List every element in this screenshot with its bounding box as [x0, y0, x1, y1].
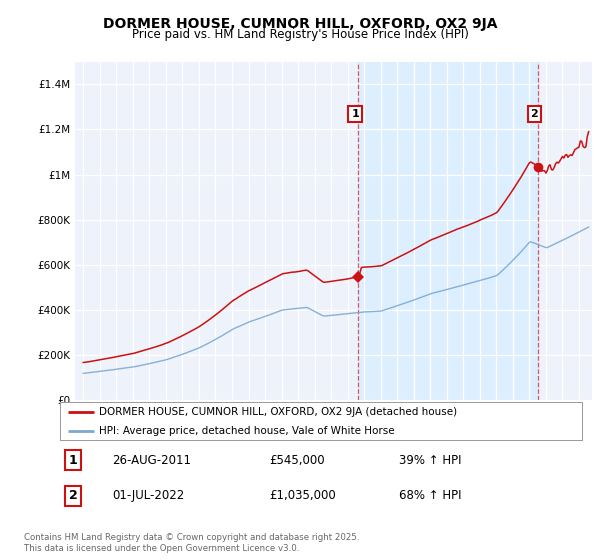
Text: Price paid vs. HM Land Registry's House Price Index (HPI): Price paid vs. HM Land Registry's House … — [131, 28, 469, 41]
Text: 2: 2 — [530, 109, 538, 119]
Text: 1: 1 — [68, 454, 77, 467]
Text: £1,035,000: £1,035,000 — [269, 489, 335, 502]
Text: DORMER HOUSE, CUMNOR HILL, OXFORD, OX2 9JA (detached house): DORMER HOUSE, CUMNOR HILL, OXFORD, OX2 9… — [99, 407, 457, 417]
Text: DORMER HOUSE, CUMNOR HILL, OXFORD, OX2 9JA: DORMER HOUSE, CUMNOR HILL, OXFORD, OX2 9… — [103, 17, 497, 31]
Text: HPI: Average price, detached house, Vale of White Horse: HPI: Average price, detached house, Vale… — [99, 426, 395, 436]
Text: 39% ↑ HPI: 39% ↑ HPI — [400, 454, 462, 467]
Text: 01-JUL-2022: 01-JUL-2022 — [112, 489, 184, 502]
Text: 1: 1 — [351, 109, 359, 119]
Text: 26-AUG-2011: 26-AUG-2011 — [112, 454, 191, 467]
Text: 2: 2 — [68, 489, 77, 502]
Bar — [358, 62, 538, 400]
Text: £545,000: £545,000 — [269, 454, 325, 467]
Text: 68% ↑ HPI: 68% ↑ HPI — [400, 489, 462, 502]
Text: Contains HM Land Registry data © Crown copyright and database right 2025.
This d: Contains HM Land Registry data © Crown c… — [24, 533, 359, 553]
